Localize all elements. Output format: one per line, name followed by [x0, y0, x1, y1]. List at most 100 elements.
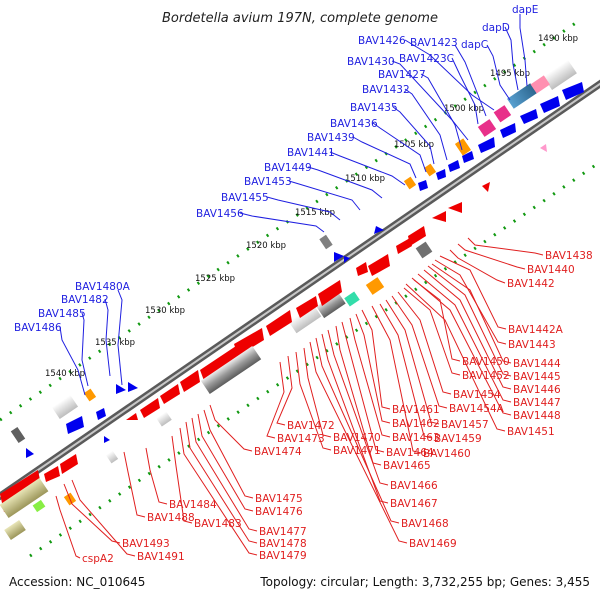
rrna-block — [454, 138, 472, 156]
reverse-leader-lines — [55, 237, 544, 559]
gene-label: BAV1444 — [513, 358, 561, 370]
gene-label: BAV1460 — [423, 448, 471, 460]
kbp-label: 1525 kbp — [195, 274, 235, 284]
reverse-gene — [448, 202, 462, 213]
gene-label: BAV1439 — [307, 132, 355, 144]
gene-label: BAV1477 — [259, 526, 307, 538]
forward-gene — [418, 180, 428, 191]
gene-label: BAV1438 — [545, 250, 593, 262]
gene-label: BAV1443 — [508, 339, 556, 351]
kbp-label: 1495 kbp — [490, 69, 530, 79]
gene-label: BAV1471 — [333, 445, 381, 457]
map-title: Bordetella avium 197N, complete genome — [162, 11, 438, 26]
reverse-gene — [180, 370, 200, 392]
rrna-block — [83, 388, 97, 402]
gene-label: BAV1430 — [347, 56, 395, 68]
gene-label: BAV1446 — [513, 384, 561, 396]
accession-text: Accession: NC_010645 — [9, 575, 145, 589]
gene-label: BAV1452 — [462, 370, 510, 382]
reverse-gene — [234, 328, 264, 356]
genome-summary-text: Topology: circular; Length: 3,732,255 bp… — [259, 575, 590, 589]
kbp-label: 1535 kbp — [95, 338, 135, 348]
gene-label: BAV1486 — [14, 322, 62, 334]
gene-block — [4, 519, 26, 541]
forward-gene — [128, 382, 138, 392]
gene-label: BAV1475 — [255, 493, 303, 505]
forward-gene — [562, 82, 584, 100]
gene-label: dapD — [482, 22, 510, 34]
gene-label: BAV1468 — [401, 518, 449, 530]
trna-block — [493, 105, 512, 123]
forward-gene — [448, 160, 460, 172]
forward-gene — [374, 226, 384, 234]
gene-label: BAV1476 — [255, 506, 303, 518]
gene-block — [415, 241, 433, 259]
gene-block — [543, 59, 577, 91]
gene-label: BAV1470 — [333, 432, 381, 444]
gene-label: BAV1491 — [137, 551, 185, 563]
genome-backbone-highlight — [0, 82, 600, 498]
forward-gene — [478, 137, 495, 153]
reverse-gene — [368, 254, 390, 276]
gene-label: BAV1459 — [434, 433, 482, 445]
gene-label: BAV1464 — [386, 447, 434, 459]
reverse-gene — [140, 398, 160, 418]
forward-gene — [334, 252, 344, 262]
kbp-label: 1490 kbp — [538, 34, 578, 44]
reverse-gene — [432, 211, 446, 222]
gene-label: BAV1483 — [194, 518, 242, 530]
forward-leader-lines — [59, 14, 528, 396]
reverse-gene — [44, 466, 60, 482]
gene-label: BAV1461 — [392, 404, 440, 416]
gene-label: BAV1449 — [264, 162, 312, 174]
forward-gene — [96, 408, 106, 420]
gene-label: BAV1472 — [287, 420, 335, 432]
rrna-block — [403, 176, 417, 190]
gene-label: BAV1442 — [507, 278, 555, 290]
reverse-gene — [126, 413, 138, 420]
gene-label: cspA2 — [82, 553, 114, 565]
gene-label: BAV1445 — [513, 371, 561, 383]
trna-block — [530, 75, 550, 94]
gene-label: BAV1426 — [358, 35, 406, 47]
gene-label: BAV1441 — [287, 147, 335, 159]
forward-gene — [26, 448, 34, 458]
reverse-gene — [482, 182, 490, 192]
kbp-label: 1510 kbp — [345, 174, 385, 184]
gene-label: BAV1478 — [259, 538, 307, 550]
reverse-gene — [356, 262, 368, 276]
kbp-label: 1500 kbp — [444, 104, 484, 114]
reverse-gene — [318, 280, 342, 306]
gene-label: BAV1455 — [221, 192, 269, 204]
gene-block — [200, 346, 262, 394]
gene-label: BAV1488 — [147, 512, 195, 524]
gene-block — [10, 426, 26, 444]
reverse-gene — [266, 310, 292, 336]
forward-gene — [66, 416, 84, 434]
gene-block — [0, 477, 49, 519]
gene-label: BAV1440 — [527, 264, 575, 276]
gene-label: dapE — [512, 4, 538, 16]
gene-label: dapC — [461, 39, 488, 51]
kbp-label: 1505 kbp — [394, 140, 434, 150]
gene-block — [344, 291, 360, 307]
gene-label: BAV1447 — [513, 397, 561, 409]
gene-label: BAV1474 — [254, 446, 302, 458]
gene-label: BAV1456 — [196, 208, 244, 220]
forward-labels: dapE dapD dapC BAV1426 BAV1423 BAV1423C … — [14, 4, 538, 334]
gene-label: BAV1479 — [259, 550, 307, 562]
kbp-scale: 1490 kbp 1495 kbp 1500 kbp 1505 kbp 1510… — [45, 34, 578, 379]
gene-block — [156, 411, 172, 427]
gene-label: BAV1423 — [410, 37, 458, 49]
gene-label: BAV1484 — [169, 499, 217, 511]
forward-strand-features — [10, 59, 584, 458]
gene-label: BAV1485 — [38, 308, 86, 320]
rrna-block — [423, 163, 437, 177]
reverse-gene — [160, 384, 180, 404]
gene-label: BAV1442A — [508, 324, 564, 336]
forward-gene — [540, 96, 560, 113]
gene-label: BAV1451 — [507, 426, 555, 438]
forward-gene — [104, 436, 110, 443]
gene-label: BAV1454 — [453, 389, 501, 401]
